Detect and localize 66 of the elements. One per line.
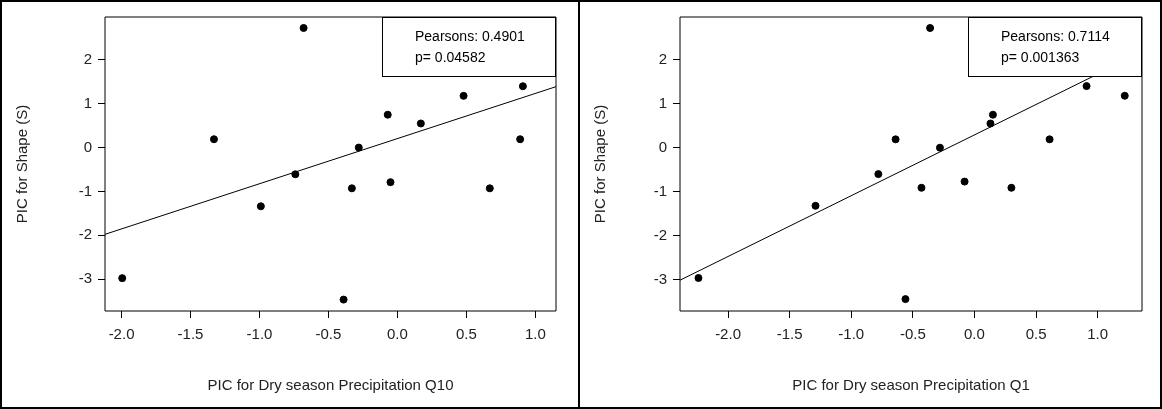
x-tick-label: 0.5 <box>1025 325 1047 343</box>
y-tick-label: -3 <box>78 269 92 287</box>
point <box>347 184 356 193</box>
point <box>874 170 883 179</box>
y-tick-label: 1 <box>658 93 667 111</box>
y-tick-label: -1 <box>78 181 92 199</box>
annotation: Pearsons: 0.7114 <box>1001 27 1111 46</box>
point <box>518 82 527 91</box>
x-tick-label: -1.0 <box>838 325 865 343</box>
point <box>299 23 308 32</box>
point <box>1120 91 1129 100</box>
x-tick-label: -2.0 <box>108 325 135 343</box>
point <box>291 170 300 179</box>
point <box>339 295 348 304</box>
point <box>926 24 935 32</box>
y-tick-label: 1 <box>83 93 92 111</box>
point <box>118 274 127 283</box>
point <box>485 184 494 193</box>
point <box>694 273 703 282</box>
y-axis-title: PIC for Shape (S) <box>591 104 609 224</box>
point <box>516 135 525 144</box>
y-tick-label: -3 <box>653 269 667 287</box>
point <box>1045 135 1054 144</box>
x-tick-label: 1.0 <box>524 325 546 343</box>
point <box>891 135 900 144</box>
y-tick-label: -2 <box>653 225 667 243</box>
y-tick-label: 2 <box>658 49 667 67</box>
x-tick-label: -1.0 <box>246 325 273 343</box>
note-box: Pearsons: 0.4901 p= 0.04582 <box>382 17 556 77</box>
y-tick-label: 0 <box>83 137 92 155</box>
point <box>901 295 910 304</box>
x-tick-label: 0.0 <box>964 325 985 343</box>
point <box>986 119 995 128</box>
point <box>459 91 468 100</box>
x-tick-label: 1.0 <box>1087 325 1109 343</box>
point <box>988 110 997 119</box>
point <box>917 183 926 192</box>
x-tick-label: -0.5 <box>899 325 926 343</box>
point <box>256 202 265 211</box>
x-tick-label: -0.5 <box>315 325 342 343</box>
point <box>416 119 425 128</box>
x-axis-title: PIC for Dry season Precipitation Q1 <box>792 376 1030 394</box>
annotation: p= 0.04582 <box>415 48 487 67</box>
x-tick-label: -1.5 <box>776 325 803 343</box>
note-box: Pearsons: 0.7114 p= 0.001363 <box>968 17 1142 77</box>
point <box>960 177 969 186</box>
point <box>935 143 944 152</box>
y-tick-label: 2 <box>83 50 92 68</box>
y-tick-label: -2 <box>78 225 92 243</box>
y-axis-title: PIC for Shape (S) <box>13 104 31 224</box>
x-tick-label: 0.5 <box>455 325 477 343</box>
point <box>383 110 392 119</box>
point <box>386 178 395 187</box>
x-axis-title: PIC for Dry season Precipitation Q10 <box>207 376 454 394</box>
x-tick-label: -1.5 <box>177 325 204 343</box>
annotation: Pearsons: 0.4901 <box>415 27 526 46</box>
y-tick-label: -1 <box>653 181 667 199</box>
x-tick-label: -2.0 <box>715 325 741 343</box>
point <box>1082 82 1091 91</box>
y-tick-label: 0 <box>658 137 667 155</box>
point <box>209 135 218 144</box>
point <box>354 143 363 152</box>
x-tick-label: 0.0 <box>386 325 408 343</box>
annotation: p= 0.001363 <box>1001 48 1081 67</box>
point <box>1007 183 1016 192</box>
point <box>811 201 820 210</box>
